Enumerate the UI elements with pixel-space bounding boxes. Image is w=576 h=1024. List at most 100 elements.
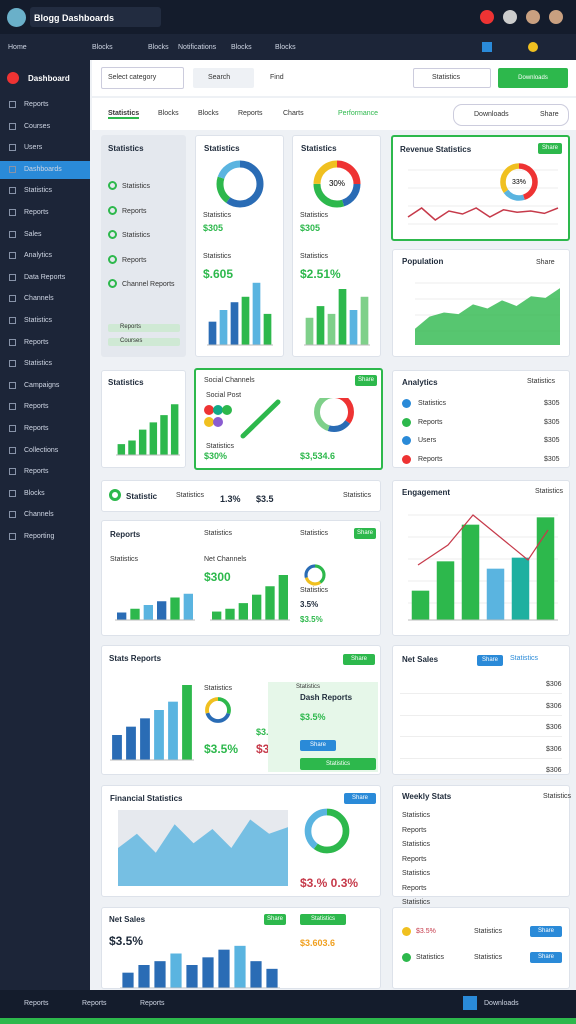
divider — [400, 693, 562, 694]
tab-action-text[interactable]: Downloads — [474, 111, 509, 118]
tab[interactable]: Statistics — [108, 110, 140, 119]
footer-item[interactable]: Reports — [82, 1000, 107, 1007]
btn[interactable]: Share — [343, 654, 375, 665]
sidebar-icon — [9, 403, 16, 411]
tag: Reports — [120, 324, 142, 330]
sidebar-item[interactable]: Users — [24, 144, 43, 152]
sidebar-item[interactable]: Collections — [24, 446, 59, 454]
value: $3.603.6 — [300, 938, 336, 948]
btn[interactable]: Share — [530, 952, 562, 963]
radio[interactable] — [108, 279, 117, 288]
bar — [486, 568, 505, 620]
footer-item[interactable]: Reports — [24, 1000, 49, 1007]
nav-item[interactable]: Blocks — [231, 44, 252, 51]
nav-item[interactable]: Blocks — [275, 44, 296, 51]
row-icon — [402, 417, 411, 427]
btn[interactable]: Share — [477, 655, 503, 666]
header-icon[interactable] — [526, 10, 540, 24]
row-text: Statistics — [474, 928, 503, 935]
nav-item[interactable]: Blocks — [92, 44, 113, 51]
tab[interactable]: Blocks — [198, 110, 219, 117]
donut-segment — [313, 160, 361, 208]
header-icon[interactable] — [480, 10, 494, 24]
sidebar-item[interactable]: Statistics — [24, 317, 53, 324]
panel-title: Statistics — [108, 144, 144, 153]
value: $305 — [300, 223, 321, 233]
nav-icon[interactable] — [528, 42, 538, 52]
nav-icon[interactable] — [482, 42, 492, 52]
row-label: Reports — [418, 418, 443, 426]
sidebar-item[interactable]: Channels — [24, 511, 54, 519]
tab-action — [453, 104, 569, 126]
header-icon[interactable] — [549, 10, 563, 24]
filter-item: Statistics — [122, 183, 151, 190]
nav-item[interactable]: Blocks — [148, 44, 169, 51]
footer-item[interactable]: Reports — [140, 1000, 165, 1007]
radio[interactable] — [108, 230, 117, 239]
radio[interactable] — [108, 205, 117, 215]
sidebar-icon — [9, 425, 16, 432]
btn[interactable]: Share — [530, 926, 562, 937]
sidebar-item[interactable]: Channels — [24, 295, 54, 303]
search-text: Find — [270, 74, 284, 81]
chart — [204, 398, 354, 439]
sidebar-item[interactable]: Reports — [24, 403, 49, 411]
radio[interactable] — [108, 254, 117, 264]
sidebar-item[interactable]: Reporting — [24, 533, 55, 540]
panel-action[interactable]: Statistics — [300, 758, 376, 770]
footer-icon[interactable] — [463, 996, 477, 1010]
search-btn[interactable] — [193, 68, 254, 88]
label: Statistics — [300, 587, 329, 594]
panel-btn[interactable]: Share — [300, 740, 336, 751]
card-title: Statistics — [301, 144, 337, 153]
sidebar-item[interactable]: Dashboards — [24, 165, 62, 173]
sidebar-item[interactable]: Reports — [24, 209, 49, 216]
action: Statistics — [527, 378, 556, 385]
row-text: Statistics — [474, 954, 503, 961]
filter-item: Statistics — [122, 232, 151, 239]
card-title: Stats Reports — [109, 654, 162, 663]
footer-right[interactable]: Downloads — [484, 1000, 519, 1007]
btn[interactable]: Share — [355, 375, 377, 386]
sidebar-item[interactable]: Reports — [24, 338, 49, 346]
filter[interactable] — [413, 68, 491, 88]
title-box — [30, 7, 161, 27]
btn[interactable]: Share — [354, 528, 376, 539]
tab[interactable]: Blocks — [158, 110, 179, 117]
sidebar-item[interactable]: Reports — [24, 425, 49, 432]
sidebar-item[interactable]: Data Reports — [24, 273, 66, 281]
header-icon[interactable] — [503, 10, 517, 24]
sidebar-item[interactable]: Campaigns — [24, 381, 60, 389]
btn[interactable]: Share — [538, 143, 562, 154]
sidebar-item[interactable]: Sales — [24, 230, 42, 238]
card-title: Social Channels — [204, 377, 255, 384]
action-btn[interactable]: Downloads — [498, 68, 568, 88]
sidebar-item[interactable]: Reports — [24, 468, 49, 476]
nav-item[interactable]: Home — [8, 44, 27, 51]
dropdown-text: Select category — [108, 74, 157, 81]
tab[interactable]: Performance — [338, 110, 379, 117]
bar — [170, 404, 179, 455]
radio[interactable] — [108, 181, 117, 190]
sidebar-item[interactable]: Courses — [24, 122, 51, 130]
btn[interactable]: Share — [344, 793, 376, 804]
sidebar-item[interactable]: Statistics — [24, 187, 53, 195]
sidebar-item[interactable]: Statistics — [24, 360, 53, 368]
row-value: $306 — [546, 702, 562, 710]
sidebar-item[interactable]: Blocks — [24, 489, 45, 497]
sidebar-item[interactable]: Reports — [24, 101, 49, 108]
btn[interactable]: Share — [264, 914, 286, 925]
row-value: $305 — [544, 437, 560, 444]
tab-action-text[interactable]: Share — [540, 111, 559, 118]
bar — [122, 972, 134, 988]
dropdown[interactable] — [101, 67, 184, 89]
sidebar-icon — [9, 317, 16, 324]
sidebar-item[interactable]: Analytics — [24, 252, 53, 260]
donut-segment — [500, 163, 538, 201]
tab[interactable]: Reports — [238, 110, 263, 117]
tag[interactable]: Statistics — [300, 914, 346, 925]
tab[interactable]: Charts — [283, 110, 304, 117]
nav-item[interactable]: Notifications — [178, 44, 217, 51]
panel-title: Statistics — [296, 684, 321, 690]
divider — [400, 757, 562, 759]
